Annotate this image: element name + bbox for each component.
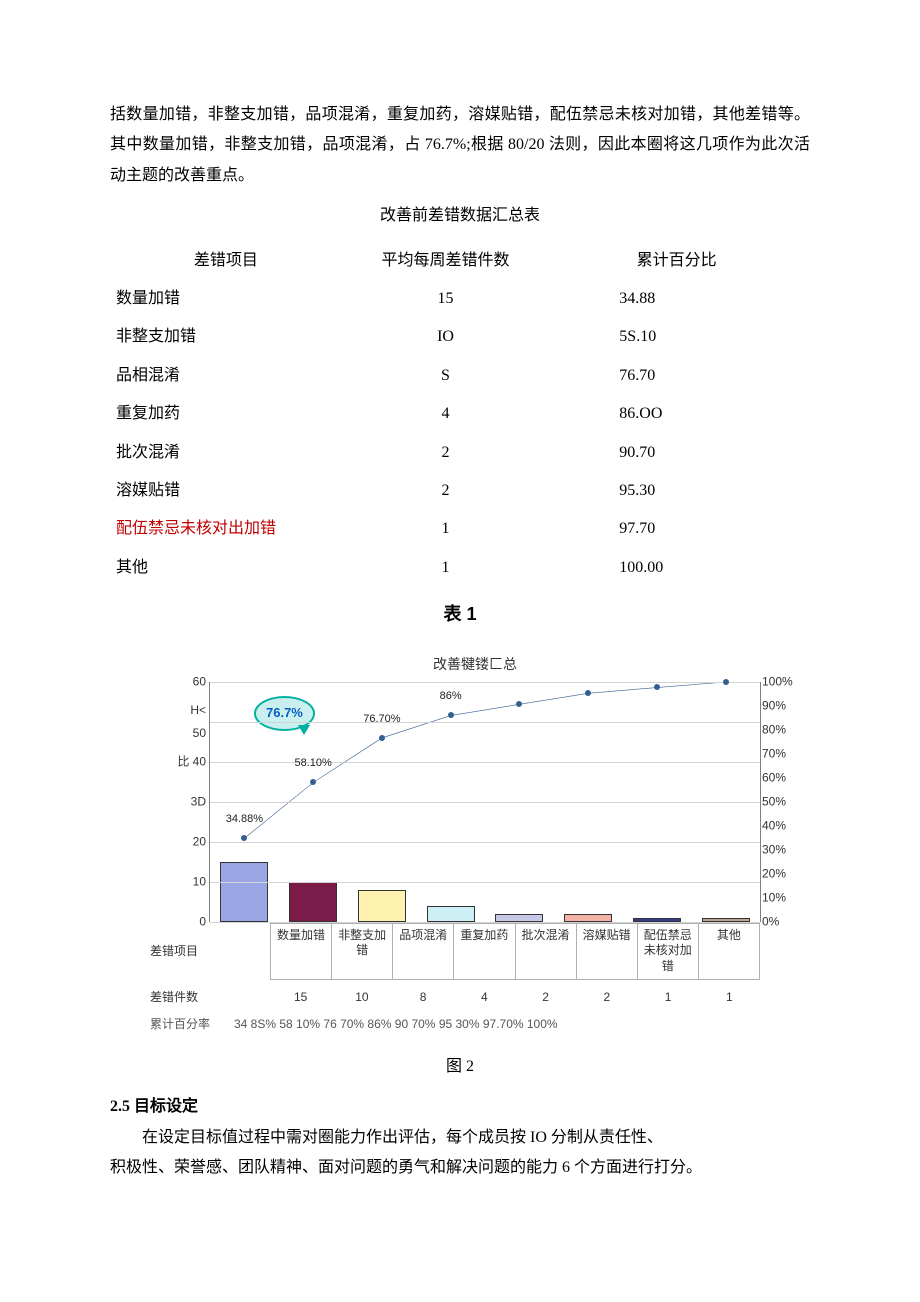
x-category: 重复加药 [454,923,515,980]
x-count: 1 [699,986,760,1010]
bar [427,906,475,922]
line-point [516,701,522,707]
x-count: 1 [638,986,699,1010]
x-category: 溶媒贴错 [577,923,638,980]
bar [289,882,337,922]
table-row: 其他1100.00 [110,549,810,587]
x-category: 数量加错 [270,923,332,980]
y-left-tick: H< 50 [176,699,206,745]
table-header: 差错项目 [110,242,342,280]
x-category: 品项混淆 [393,923,454,980]
table-title: 改善前差错数据汇总表 [110,201,810,231]
chart-title: 改善犍镂匚总 [150,651,800,678]
table-row: 重复加药486.OO [110,395,810,433]
x-count: 10 [331,986,392,1010]
table-row: 非整支加错IO5S.10 [110,318,810,356]
table-row: 溶媒贴错295.30 [110,472,810,510]
line-point [585,690,591,696]
y-right-tick: 100% [762,670,802,693]
x-count: 4 [454,986,515,1010]
table-header: 累计百分比 [549,242,810,280]
intro-paragraph: 括数量加错，非整支加错，品项混淆，重复加药，溶媒贴错，配伍禁忌未核对加错，其他差… [110,100,810,191]
y-right-tick: 90% [762,694,802,717]
y-left-tick: 比 40 [176,750,206,773]
x-count: 8 [393,986,454,1010]
x-category: 批次混淆 [516,923,577,980]
bar [220,862,268,922]
line-point [241,835,247,841]
y-right-tick: 70% [762,742,802,765]
row-pct-text: 34 8S% 58 10% 76 70% 86% 90 70% 95 30% 9… [230,1013,800,1036]
y-left-tick: 3D [176,790,206,813]
table-row: 批次混淆290.70 [110,434,810,472]
error-summary-table: 差错项目 平均每周差错件数 累计百分比 数量加错1534.88非整支加错IO5S… [110,242,810,588]
row-pct-header: 累计百分率 [150,1013,230,1036]
point-label: 86% [440,686,462,707]
y-left-tick: 60 [176,670,206,693]
line-point [654,684,660,690]
table-caption: 表 1 [110,597,810,631]
row-count-header: 差错件数 [150,986,210,1010]
y-left-tick: 10 [176,870,206,893]
y-right-tick: 30% [762,838,802,861]
table-row: 数量加错1534.88 [110,280,810,318]
line-point [723,679,729,685]
y-right-tick: 50% [762,790,802,813]
table-header: 平均每周差错件数 [342,242,550,280]
figure-caption: 图 2 [110,1052,810,1082]
x-category: 配伍禁忌未核对加错 [638,923,699,980]
y-right-tick: 20% [762,862,802,885]
section-body: 在设定目标值过程中需对圈能力作出评估，每个成员按 IO 分制从责任性、 [110,1123,810,1153]
y-right-tick: 10% [762,886,802,909]
section-body: 积极性、荣誉感、团队精神、面对问题的勇气和解决问题的能力 6 个方面进行打分。 [110,1153,810,1183]
bar [495,914,543,922]
y-right-tick: 40% [762,814,802,837]
point-label: 76.70% [363,709,400,730]
x-category: 非整支加错 [332,923,393,980]
y-left-tick: 20 [176,830,206,853]
x-category: 其他 [699,923,760,980]
line-point [310,779,316,785]
table-row: 品相混淆S76.70 [110,357,810,395]
y-right-tick: 80% [762,718,802,741]
point-label: 58.10% [294,753,331,774]
y-right-tick: 0% [762,910,802,933]
y-left-tick: 0 [176,910,206,933]
pareto-chart: 改善犍镂匚总 76.7% 010203D比 40H< 50600%10%20%3… [150,651,800,1036]
x-count: 2 [576,986,637,1010]
bar [564,914,612,922]
y-right-tick: 60% [762,766,802,789]
x-count: 2 [515,986,576,1010]
x-count: 15 [270,986,331,1010]
point-label: 34.88% [226,809,263,830]
table-row: 配伍禁忌未核对出加错197.70 [110,510,810,548]
line-point [448,712,454,718]
bar [358,890,406,922]
section-heading: 2.5 目标设定 [110,1092,810,1122]
line-point [379,735,385,741]
